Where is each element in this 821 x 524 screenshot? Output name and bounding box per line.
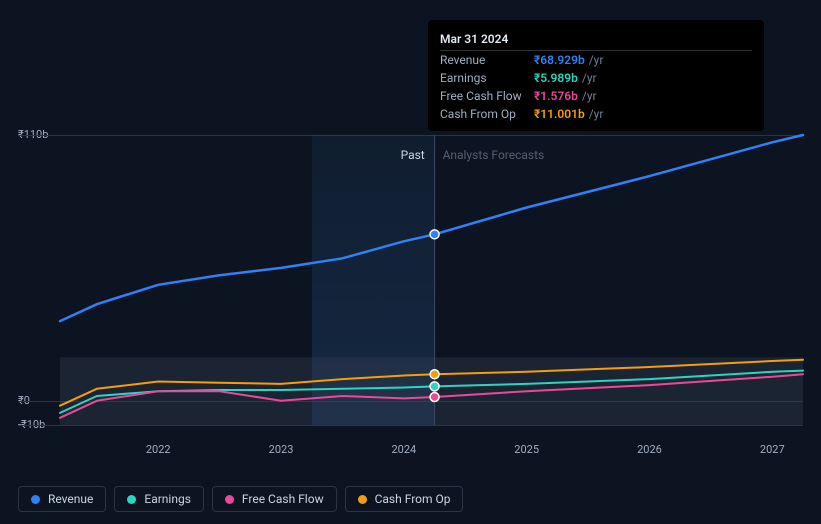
- legend-dot-icon: [31, 495, 40, 504]
- series-marker[interactable]: [430, 393, 439, 402]
- tooltip-metric-label: Free Cash Flow: [440, 89, 534, 103]
- tooltip-suffix: /yr: [582, 71, 597, 85]
- legend-item[interactable]: Free Cash Flow: [212, 486, 337, 512]
- legend-dot-icon: [127, 495, 136, 504]
- tooltip-suffix: /yr: [582, 89, 597, 103]
- series-marker[interactable]: [430, 230, 439, 239]
- tooltip-row: Cash From Op₹11.001b/yr: [440, 105, 752, 123]
- tooltip-metric-value: ₹11.001b: [534, 107, 585, 121]
- legend-item[interactable]: Earnings: [114, 486, 204, 512]
- tooltip-date: Mar 31 2024: [440, 28, 752, 51]
- tooltip-metric-value: ₹1.576b: [534, 89, 578, 103]
- legend: Revenue Earnings Free Cash Flow Cash From O…: [18, 486, 463, 512]
- legend-item[interactable]: Revenue: [18, 486, 106, 512]
- x-axis-label: 2023: [269, 443, 294, 456]
- tooltip-panel: Mar 31 2024 Revenue₹68.929b/yrEarnings₹5…: [428, 20, 764, 131]
- tooltip-metric-value: ₹68.929b: [534, 53, 585, 67]
- x-axis-label: 2022: [146, 443, 171, 456]
- line-chart[interactable]: [18, 125, 803, 427]
- legend-label: Earnings: [144, 492, 191, 506]
- x-axis-label: 2026: [637, 443, 662, 456]
- chart-area: ₹110b₹0-₹10b PastAnalysts Forecasts 2022…: [18, 125, 803, 425]
- series-marker[interactable]: [430, 382, 439, 391]
- legend-label: Revenue: [48, 492, 93, 506]
- legend-dot-icon: [225, 495, 234, 504]
- x-axis-label: 2027: [760, 443, 785, 456]
- tooltip-suffix: /yr: [589, 53, 604, 67]
- tooltip-metric-value: ₹5.989b: [534, 71, 578, 85]
- tooltip-metric-label: Earnings: [440, 71, 534, 85]
- legend-label: Free Cash Flow: [242, 492, 324, 506]
- legend-dot-icon: [358, 495, 367, 504]
- legend-item[interactable]: Cash From Op: [345, 486, 464, 512]
- tooltip-row: Earnings₹5.989b/yr: [440, 69, 752, 87]
- tooltip-metric-label: Revenue: [440, 53, 534, 67]
- tooltip-suffix: /yr: [589, 107, 604, 121]
- legend-label: Cash From Op: [375, 492, 451, 506]
- series-line[interactable]: [60, 135, 803, 321]
- tooltip-row: Free Cash Flow₹1.576b/yr: [440, 87, 752, 105]
- x-axis-label: 2025: [514, 443, 539, 456]
- tooltip-row: Revenue₹68.929b/yr: [440, 51, 752, 69]
- x-axis-label: 2024: [391, 443, 416, 456]
- series-marker[interactable]: [430, 370, 439, 379]
- tooltip-metric-label: Cash From Op: [440, 107, 534, 121]
